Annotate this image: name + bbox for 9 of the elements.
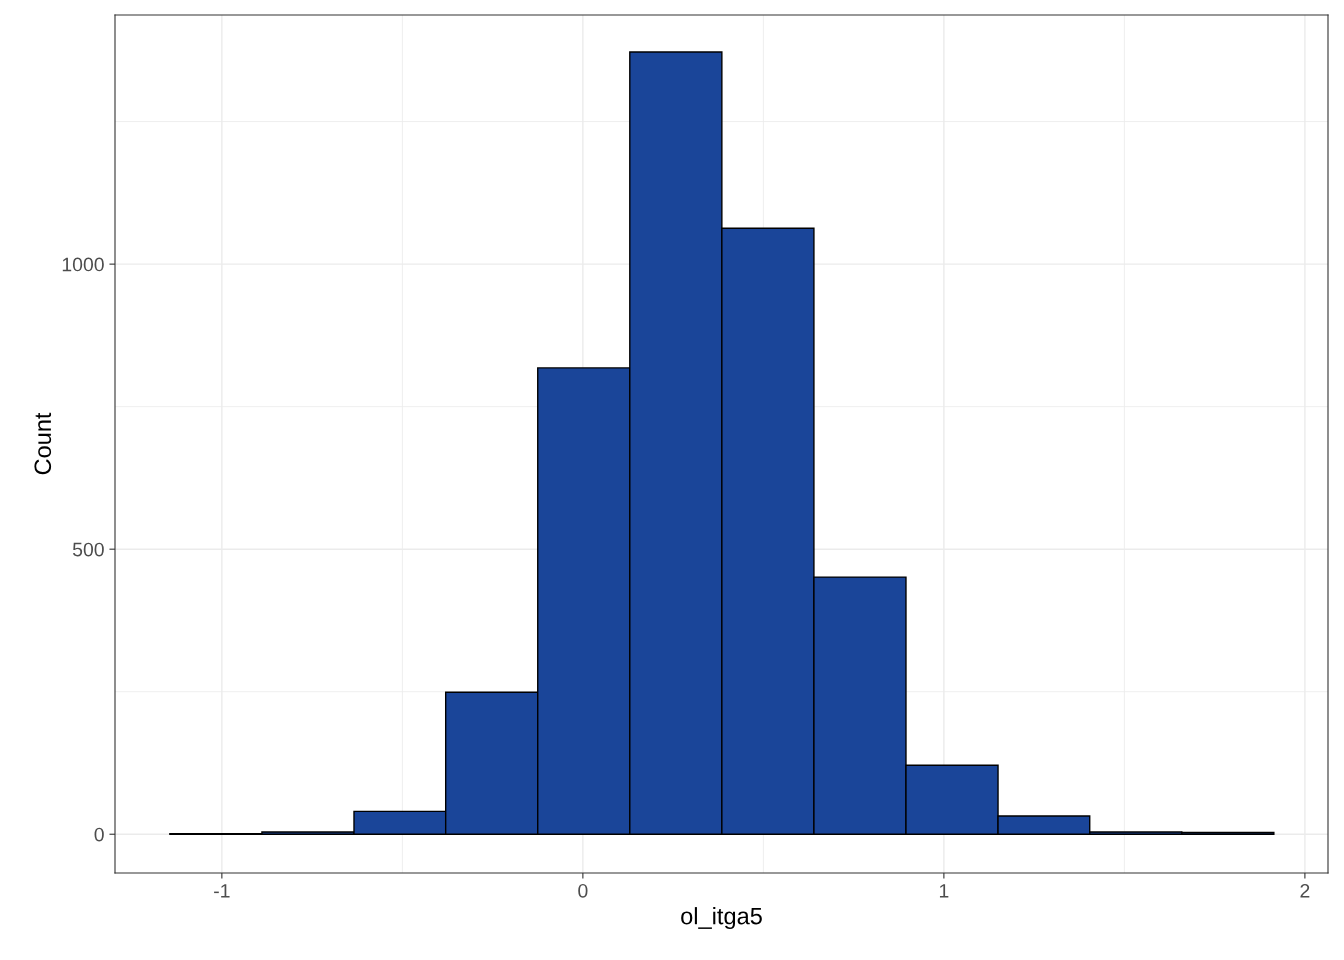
x-axis-title: ol_itga5 [681,907,762,930]
x-tick-label: 0 [578,883,588,898]
x-tick-label: 2 [1300,883,1310,898]
x-tick-label: -1 [214,884,230,898]
x-tick-label: 1 [939,884,949,898]
y-tick-label: 1000 [62,257,104,272]
y-axis-title: Count [34,412,52,475]
y-tick-label: 500 [72,542,104,557]
y-tick-label: 0 [94,827,104,842]
